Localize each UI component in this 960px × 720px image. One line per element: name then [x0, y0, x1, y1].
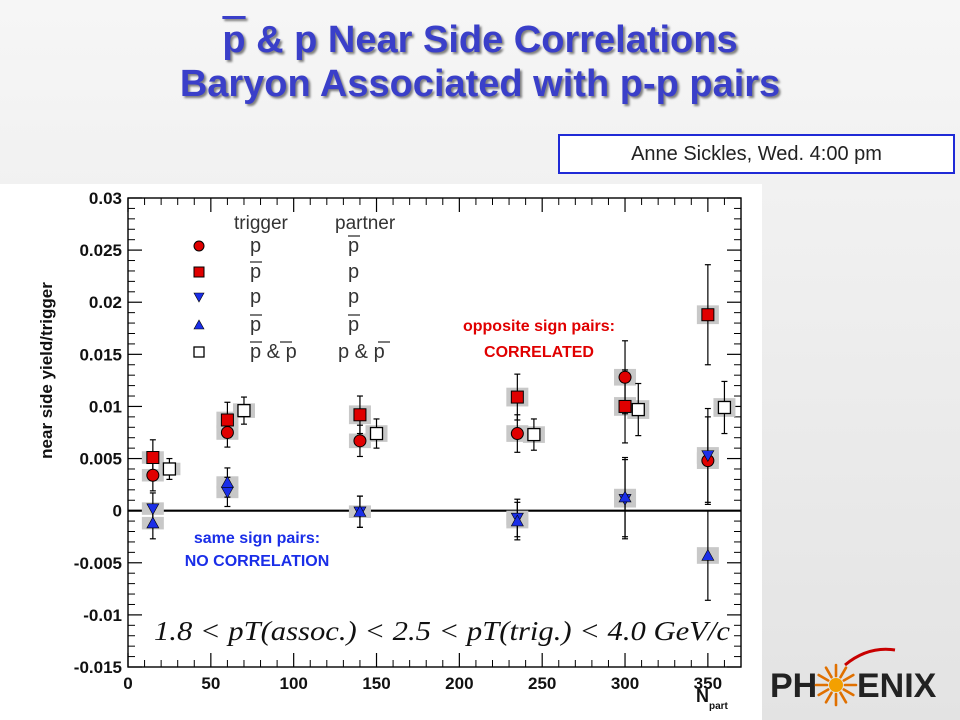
logo-sun-core [829, 678, 843, 692]
y-tick-label: 0.01 [89, 397, 122, 416]
x-tick-label: 50 [201, 674, 220, 693]
legend-trigger-label: p [250, 261, 261, 283]
legend-trigger-label: p & p [250, 341, 297, 363]
legend-partner-label: p [348, 286, 359, 308]
legend-header-trigger: trigger [234, 213, 289, 234]
logo-sun-ray [839, 666, 848, 679]
annotation-same-line1: same sign pairs: [194, 530, 320, 547]
title-line-1: p & p Near Side Correlations [0, 18, 960, 62]
x-tick-label: 300 [611, 674, 639, 693]
x-tick-label: 200 [445, 674, 473, 693]
legend-trigger-label: p [250, 286, 261, 308]
legend-marker-square [193, 266, 205, 278]
annotation-pt-range: 1.8 < pT(assoc.) < 2.5 < pT(trig.) < 4.0… [154, 616, 730, 646]
x-tick-label: 350 [694, 674, 722, 693]
logo-sun-ray [824, 691, 833, 704]
data-point-circle [618, 370, 632, 384]
legend-trigger-label: p [250, 235, 261, 257]
y-tick-label: 0.015 [79, 345, 122, 364]
data-point-open-square [237, 403, 251, 418]
legend-marker-open-square [193, 346, 205, 358]
logo-sun-ray [824, 666, 833, 679]
x-axis-label: N [696, 686, 709, 706]
data-point-square [701, 308, 715, 322]
title-line-1-rest: & p Near Side Correlations [245, 19, 738, 61]
data-point-square [353, 408, 367, 422]
data-point-triangle-up [701, 548, 715, 561]
data-point-square [146, 451, 160, 465]
logo-text-left: PH [770, 667, 817, 705]
data-point-triangle-up [510, 514, 524, 527]
x-tick-label: 250 [528, 674, 556, 693]
title-pbar: p [222, 19, 246, 61]
data-point-triangle-up [618, 490, 632, 503]
data-point-triangle-up [353, 505, 367, 517]
data-point-triangle-up [146, 516, 160, 529]
annotation-same-line2: NO CORRELATION [185, 553, 330, 570]
x-tick-label: 100 [279, 674, 307, 693]
y-tick-label: -0.005 [74, 554, 122, 573]
logo-sun-ray [839, 691, 848, 704]
legend-partner-label: p [348, 261, 359, 283]
data-point-circle [146, 468, 160, 482]
author-text: Anne Sickles, Wed. 4:00 pm [631, 142, 882, 165]
data-point-square [220, 413, 234, 427]
data-point-open-square [369, 426, 384, 441]
logo-sun-ray [817, 673, 830, 682]
y-axis-label: near side yield/trigger [37, 282, 56, 459]
legend-trigger-label: p [250, 314, 261, 336]
data-point-triangle-down [146, 503, 160, 516]
logo-swoosh [844, 647, 896, 667]
logo-sun-ray [842, 673, 855, 682]
x-axis-label-sub: part [709, 701, 729, 712]
logo-sun-ray [842, 688, 855, 697]
data-point-open-square [717, 400, 732, 415]
author-box: Anne Sickles, Wed. 4:00 pm [558, 134, 955, 174]
x-tick-label: 150 [362, 674, 390, 693]
annotation-opposite-line1: opposite sign pairs: [463, 318, 615, 335]
legend-partner-label: p [348, 235, 359, 257]
data-point-open-square [162, 462, 177, 476]
y-tick-label: -0.015 [74, 658, 122, 677]
y-tick-label: 0.005 [79, 450, 122, 469]
annotation-opposite-line2: CORRELATED [484, 344, 594, 361]
logo-sun-ray [817, 688, 830, 697]
slide-title: p & p Near Side Correlations Baryon Asso… [0, 18, 960, 106]
y-tick-label: 0.025 [79, 241, 122, 260]
x-tick-label: 0 [123, 674, 132, 693]
data-point-open-square [631, 402, 645, 417]
logo-text-right: ENIX [857, 667, 937, 705]
data-point-square [618, 399, 632, 413]
legend-header-partner: partner [335, 213, 396, 234]
y-tick-label: 0 [113, 502, 122, 521]
legend-marker-triangle-down [193, 292, 205, 303]
data-point-triangle-down [701, 450, 715, 463]
data-point-circle [220, 426, 234, 439]
data-point-triangle-up [220, 475, 234, 488]
legend-marker-triangle-up [193, 319, 205, 330]
data-point-circle [510, 427, 524, 441]
title-line-2: Baryon Associated with p-p pairs [179, 63, 781, 105]
data-point-open-square [527, 427, 541, 442]
y-tick-label: 0.03 [89, 189, 122, 208]
data-point-circle [353, 434, 367, 448]
legend-partner-label: p [348, 314, 359, 336]
y-tick-label: 0.02 [89, 293, 122, 312]
y-tick-label: -0.01 [83, 606, 122, 625]
legend-marker-circle [193, 240, 205, 252]
legend-partner-label: p & p [338, 341, 385, 363]
data-point-square [510, 390, 524, 404]
